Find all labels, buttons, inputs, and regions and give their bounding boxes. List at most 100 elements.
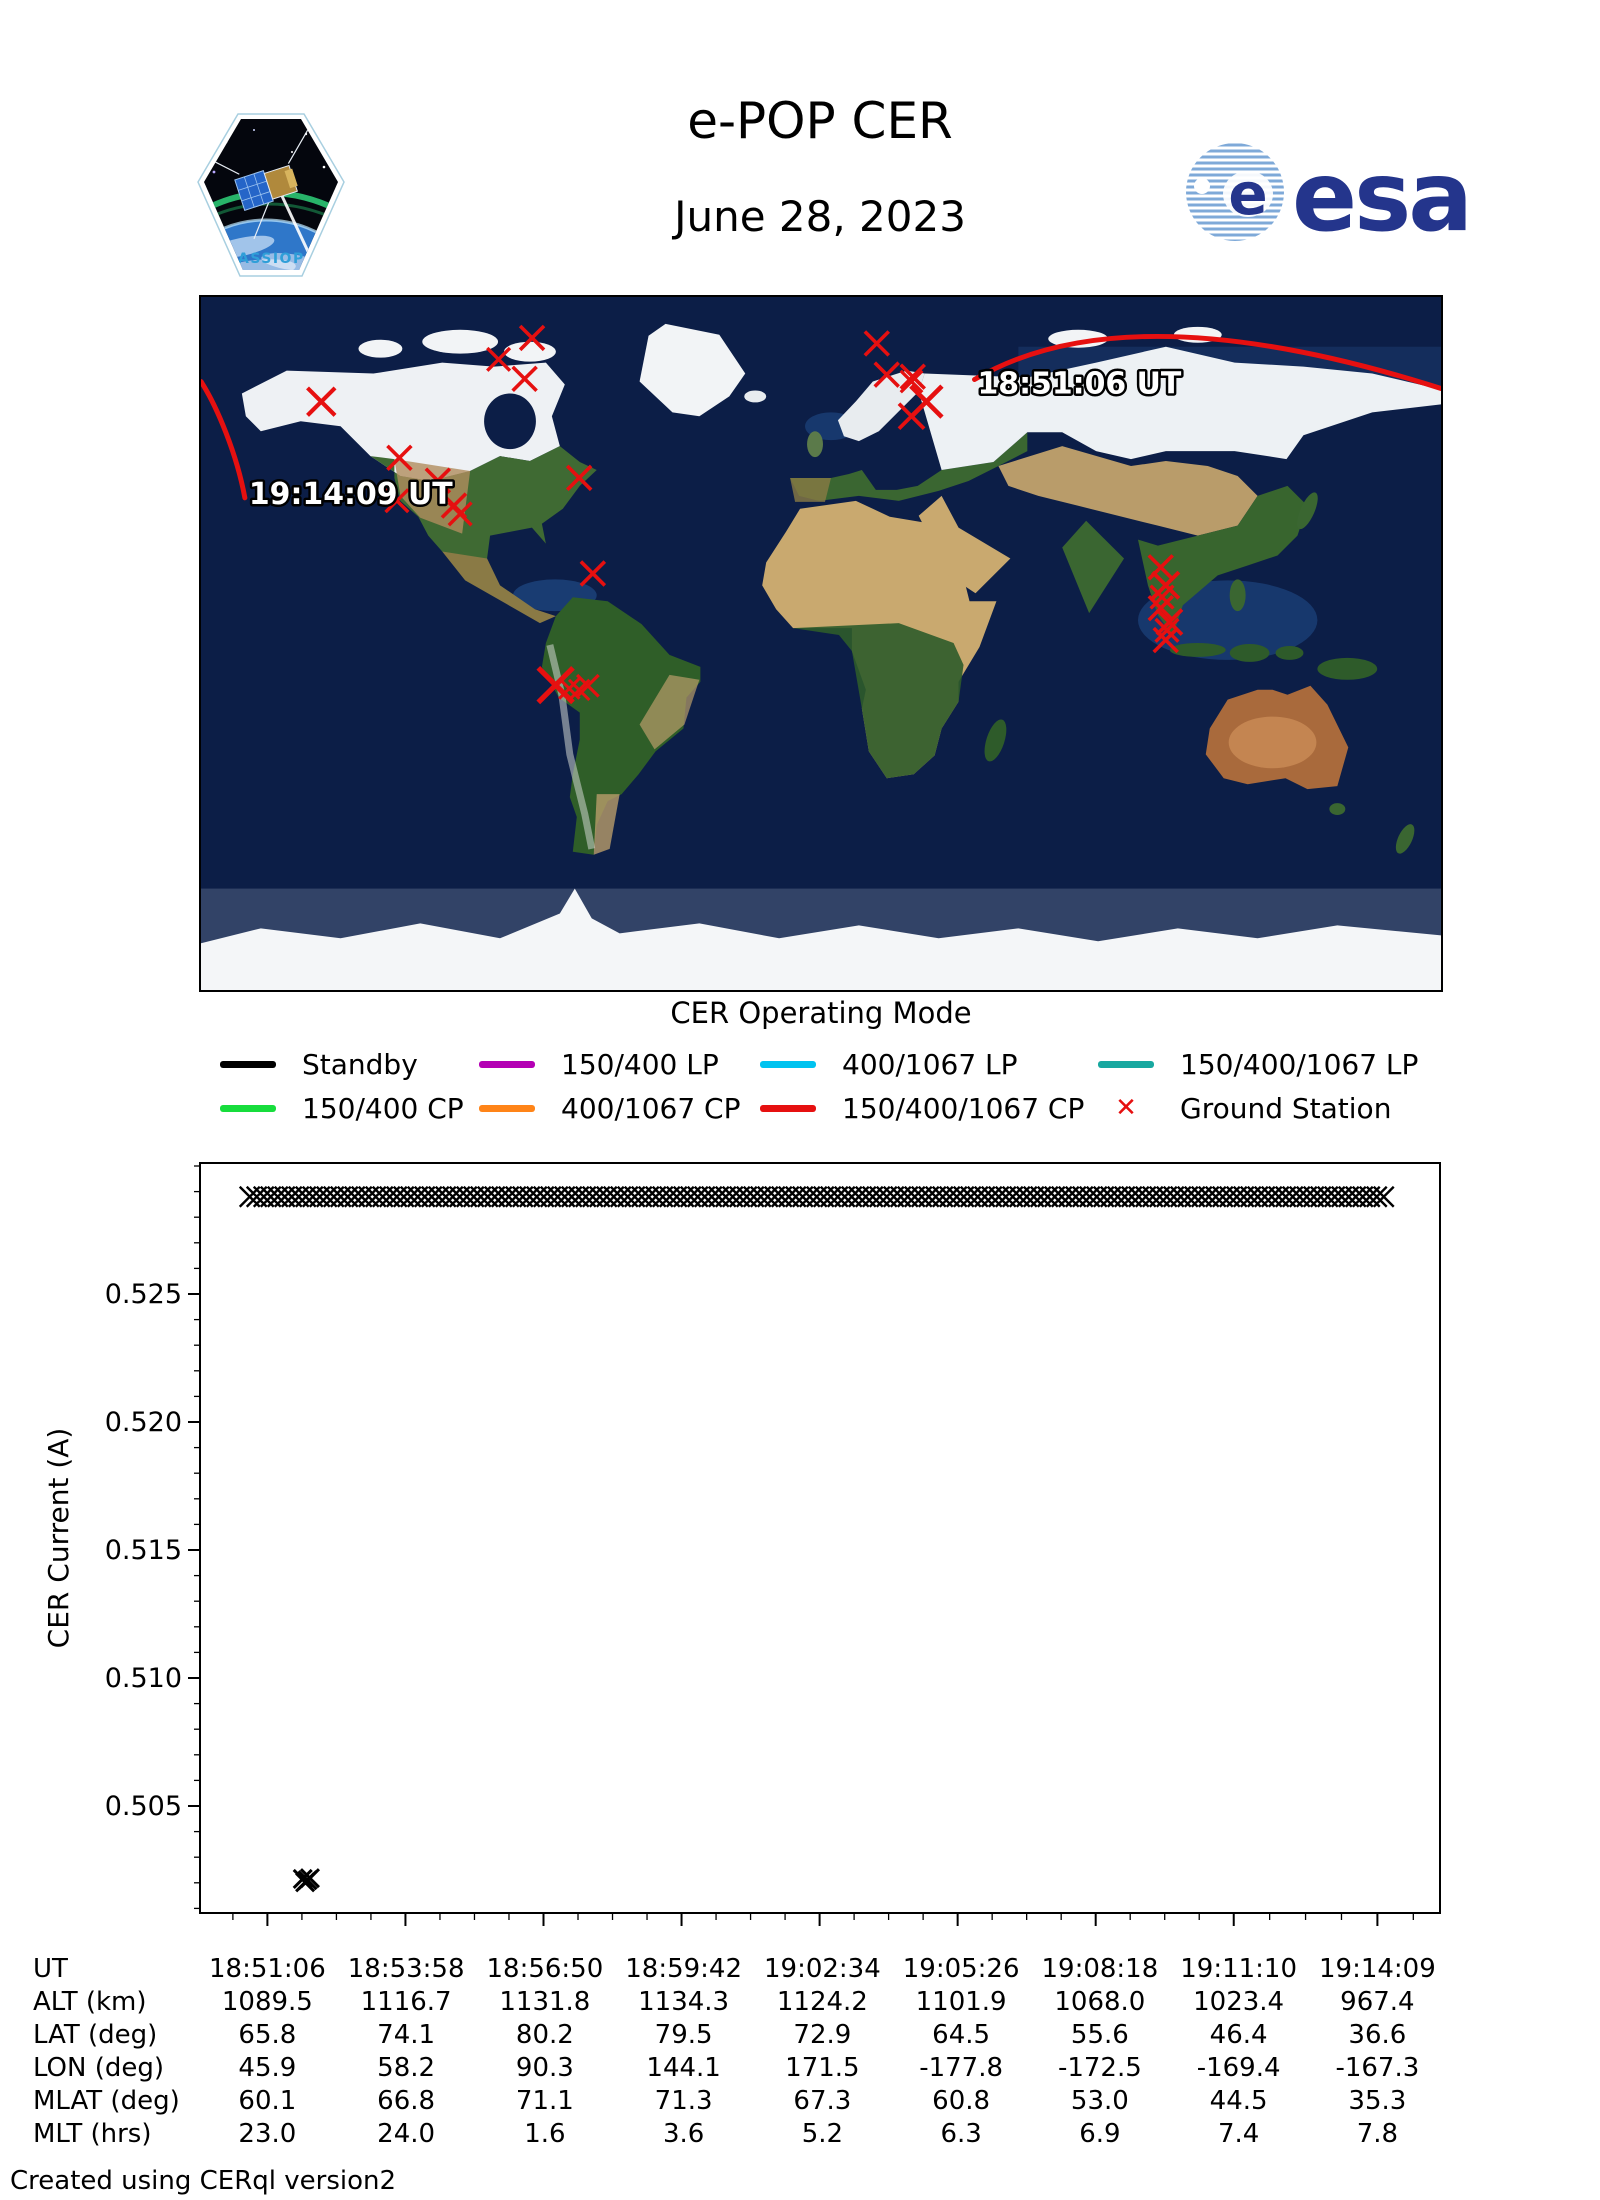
ground-station-marker	[897, 402, 926, 431]
iceland	[744, 390, 767, 403]
table-cell: 19:11:10	[1180, 1953, 1298, 1984]
table-cell: 1116.7	[360, 1986, 452, 2017]
table-row: ALT (km) 1089.5 1116.7 1131.8 1134.3 1124.2 11…	[20, 1985, 1450, 2018]
continent-greenland	[639, 323, 746, 417]
footer-credit: Created using CERql version2	[10, 2166, 397, 2196]
table-cell: 1023.4	[1193, 1986, 1285, 2017]
table-row-label: MLT (hrs)	[33, 2118, 152, 2149]
iberia	[790, 477, 831, 502]
ground-station-marker	[873, 361, 900, 388]
table-cell: 967.4	[1340, 1986, 1415, 2017]
legend-item-150-400-1067-cp: 150/400/1067 CP	[760, 1086, 1098, 1130]
table-cell: 3.6	[662, 2118, 705, 2149]
table-cell: 74.1	[377, 2019, 436, 2050]
world-map-svg: 18:51:06 UT 19:14:09 UT	[198, 297, 1444, 990]
table-cell: 18:56:50	[486, 1953, 604, 1984]
table-row: MLT (hrs) 23.0 24.0 1.6 3.6 5.2 6.3 6.9 7.4 7.8	[20, 2117, 1450, 2150]
data-markers	[238, 1185, 1395, 1893]
ground-station-marker	[1152, 626, 1179, 654]
table-row: LON (deg) 45.9 58.2 90.3 144.1 171.5 -177.8 -17…	[20, 2051, 1450, 2084]
legend-item-ground-station: ✕ Ground Station	[1098, 1086, 1428, 1130]
cassiope-mission-patch: CASSIOPE	[197, 113, 345, 277]
legend-item-400-1067-lp: 400/1067 LP	[760, 1042, 1098, 1086]
table-row-label: LAT (deg)	[33, 2019, 158, 2050]
madagascar	[984, 719, 1007, 762]
orbit-track-end-segment	[198, 379, 248, 501]
track-end-time-label: 19:14:09 UT	[249, 477, 453, 512]
legend-item-150-400-lp: 150/400 LP	[479, 1042, 760, 1086]
ground-station-marker	[511, 365, 538, 392]
borneo	[1229, 643, 1270, 662]
table-row-label: ALT (km)	[33, 1986, 147, 2017]
continent-usa	[370, 446, 597, 567]
y-tick-label: 0.525	[105, 1279, 182, 1310]
table-cell: 7.4	[1217, 2118, 1260, 2149]
y-tick-label: 0.505	[105, 1791, 182, 1822]
brazil-highlands	[639, 674, 700, 750]
table-cell: 19:05:26	[902, 1953, 1020, 1984]
table-cell: -172.5	[1057, 2052, 1142, 2083]
ground-station-marker	[384, 488, 410, 514]
table-cell: 71.3	[654, 2085, 713, 2116]
y-tick-label: 0.515	[105, 1535, 182, 1566]
esa-logo: e esa	[1186, 141, 1473, 253]
hudson-bay	[484, 393, 536, 450]
patch-label: CASSIOPE	[226, 251, 316, 267]
table-cell: 1.6	[524, 2118, 566, 2149]
legend-item-standby: Standby	[220, 1042, 479, 1086]
continent-mexico	[442, 551, 556, 624]
esa-wordmark: esa	[1292, 141, 1470, 253]
table-cell: 1068.0	[1054, 1986, 1146, 2017]
ground-stations-layer	[306, 324, 1184, 705]
table-cell: 19:08:18	[1041, 1953, 1159, 1984]
ground-station-marker	[447, 501, 473, 527]
beam	[280, 195, 314, 261]
table-row: MLAT (deg) 60.1 66.8 71.1 71.3 67.3 60.8 53.0 44…	[20, 2084, 1450, 2117]
table-row-label: MLAT (deg)	[33, 2085, 180, 2116]
page-title: e-POP CER	[687, 92, 953, 150]
track-start-time-label: 18:51:06 UT	[977, 366, 1181, 401]
ground-station-marker	[1147, 594, 1174, 622]
mode-line-icon	[760, 1060, 816, 1068]
table-cell: 65.8	[238, 2019, 297, 2050]
table-cell: 79.5	[654, 2019, 713, 2050]
sumatra-java	[1169, 643, 1226, 657]
table-cell: 55.6	[1070, 2019, 1129, 2050]
standby-series-band	[238, 1185, 1395, 1208]
ground-station-marker	[579, 560, 607, 587]
table-cell: 1131.8	[499, 1986, 591, 2017]
sulawesi	[1275, 645, 1304, 660]
china-southeast-asia	[1137, 485, 1308, 637]
table-cell: 71.1	[515, 2085, 574, 2116]
table-row: UT 18:51:06 18:53:58 18:56:50 18:59:42 19:02:…	[20, 1952, 1450, 1985]
table-cell: 18:53:58	[347, 1953, 465, 1984]
ground-station-marker	[899, 369, 924, 394]
ground-station-marker	[306, 386, 337, 417]
table-cell: 23.0	[238, 2118, 297, 2149]
mode-line-icon	[479, 1060, 535, 1068]
svg-text:e: e	[1228, 160, 1267, 228]
table-cell: 5.2	[801, 2118, 844, 2149]
standby-low-point	[299, 1868, 320, 1889]
y-tick-label: 0.520	[105, 1407, 182, 1438]
world-map: 18:51:06 UT 19:14:09 UT	[198, 295, 1444, 992]
table-cell: 53.0	[1070, 2085, 1129, 2116]
y-tick-label: 0.510	[105, 1663, 182, 1694]
table-cell: 7.8	[1356, 2118, 1399, 2149]
ground-station-x-icon: ✕	[1115, 1093, 1137, 1123]
legend-item-150-400-cp: 150/400 CP	[220, 1086, 479, 1130]
table-cell: 6.9	[1079, 2118, 1121, 2149]
andes	[546, 644, 596, 850]
patch-satellite	[206, 128, 310, 240]
table-cell: 1124.2	[776, 1986, 868, 2017]
continent-europe	[790, 432, 1028, 501]
table-cell: 58.2	[377, 2052, 436, 2083]
table-cell: 80.2	[515, 2019, 574, 2050]
continent-siberia	[918, 346, 1441, 471]
page-subtitle-date: June 28, 2023	[674, 192, 966, 241]
ground-station-marker	[424, 467, 452, 494]
ground-station-marker	[1154, 617, 1180, 643]
table-cell: 90.3	[515, 2052, 574, 2083]
table-cell: 67.3	[793, 2085, 852, 2116]
operating-mode-legend: Standby 150/400 LP 400/1067 LP 150/400/1…	[220, 1042, 1428, 1130]
